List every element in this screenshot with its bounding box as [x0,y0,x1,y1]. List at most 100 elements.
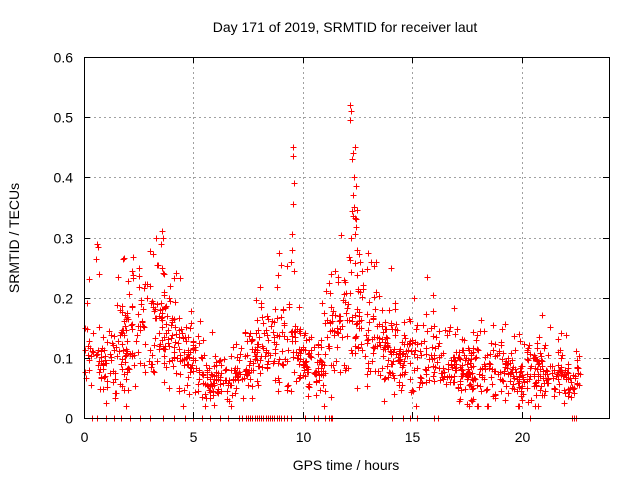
data-point [382,319,389,326]
data-point [541,345,548,352]
data-point [324,334,331,341]
data-point [122,353,129,360]
data-point [288,329,295,336]
data-point [278,262,285,269]
data-point [355,344,362,351]
data-point [136,265,143,272]
data-point [369,358,376,365]
data-point [330,362,337,369]
data-point [168,322,175,329]
data-point [318,358,325,365]
data-point [551,393,558,400]
data-point [388,265,395,272]
data-point [327,290,334,297]
data-point [263,349,270,356]
data-point [478,317,485,324]
data-point [116,348,123,355]
data-point [406,316,413,323]
x-axis-label: GPS time / hours [293,457,400,473]
data-point [468,397,475,404]
data-point [456,398,463,405]
data-point [270,329,277,336]
data-point [122,323,129,330]
data-point [531,383,538,390]
data-point [417,348,424,355]
data-point [296,304,303,311]
data-point [312,371,319,378]
data-point [368,259,375,266]
data-point [123,352,130,359]
data-point [123,376,130,383]
data-point [411,295,418,302]
data-point [538,353,545,360]
data-point [274,315,281,322]
data-point [172,324,179,331]
data-point [525,345,532,352]
data-point [188,308,195,315]
data-point [380,353,387,360]
data-point [424,274,431,281]
data-point [401,341,408,348]
data-point [155,262,162,269]
data-point [502,360,509,367]
data-point [470,385,477,392]
data-point [432,364,439,371]
data-point [347,257,354,264]
data-point [363,332,370,339]
data-point [484,386,491,393]
data-point [249,395,256,402]
data-point [364,371,371,378]
data-point [568,394,575,401]
data-point [137,360,144,367]
data-point [129,268,136,275]
data-point [289,247,296,254]
data-point [352,260,359,267]
data-point [113,390,120,397]
data-point [151,369,158,376]
data-point [103,400,110,407]
data-point [305,383,312,390]
data-point [165,327,172,334]
data-point [270,360,277,367]
data-point [118,361,125,368]
data-point [274,284,281,291]
data-point [488,374,495,381]
data-point [138,301,145,308]
data-point [521,379,528,386]
data-point [424,328,431,335]
data-point [537,350,544,357]
data-point [391,375,398,382]
data-point [272,346,279,353]
data-point [264,313,271,320]
data-point [181,362,188,369]
data-point [320,368,327,375]
data-point [160,270,167,277]
data-point [234,365,241,372]
data-point [233,341,240,348]
data-point [365,250,372,257]
data-point [173,331,180,338]
data-point [348,347,355,354]
data-point [95,347,102,354]
data-point [356,325,363,332]
data-point [111,333,118,340]
data-point [566,389,573,396]
data-point [364,337,371,344]
data-point [451,305,458,312]
data-point [171,275,178,282]
data-point [159,306,166,313]
data-point [321,310,328,317]
data-point [470,345,477,352]
data-point [407,360,414,367]
data-point [545,352,552,359]
data-point [391,346,398,353]
data-point [437,377,444,384]
data-point [509,366,516,373]
data-point [411,351,418,358]
data-point [236,357,243,364]
data-point [464,361,471,368]
data-point [349,208,356,215]
data-point [163,364,170,371]
data-point [285,347,292,354]
data-point [341,362,348,369]
